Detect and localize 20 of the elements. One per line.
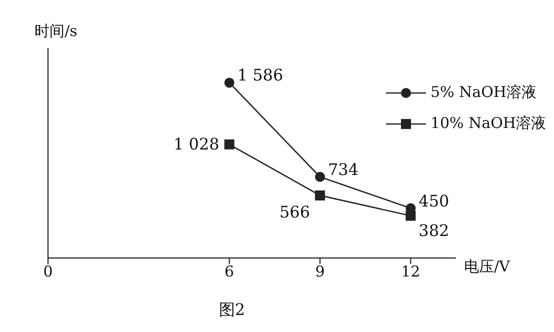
point	[224, 78, 234, 88]
point	[315, 172, 325, 182]
x-tick-label: 6	[224, 262, 234, 281]
x-tick-label: 12	[401, 262, 420, 281]
data-label: 566	[279, 202, 310, 222]
point	[406, 210, 416, 221]
x-axis-title: 电压/V	[464, 257, 512, 276]
x-tick-label: 9	[315, 262, 325, 281]
data-label: 1 586	[237, 66, 284, 85]
text: 图2	[218, 300, 246, 321]
point	[315, 190, 325, 200]
data-label: 450	[418, 191, 450, 210]
y-axis-title: 时间/s	[34, 22, 78, 40]
point	[224, 139, 234, 150]
legend-label: 5% NaOH溶液	[430, 83, 536, 102]
data-label: 1 028	[174, 134, 220, 154]
data-label: 734	[328, 160, 359, 179]
x-tick-label: 0	[43, 262, 53, 281]
legend-label: 10% NaOH溶液	[430, 114, 546, 133]
data-label: 382	[418, 220, 450, 240]
